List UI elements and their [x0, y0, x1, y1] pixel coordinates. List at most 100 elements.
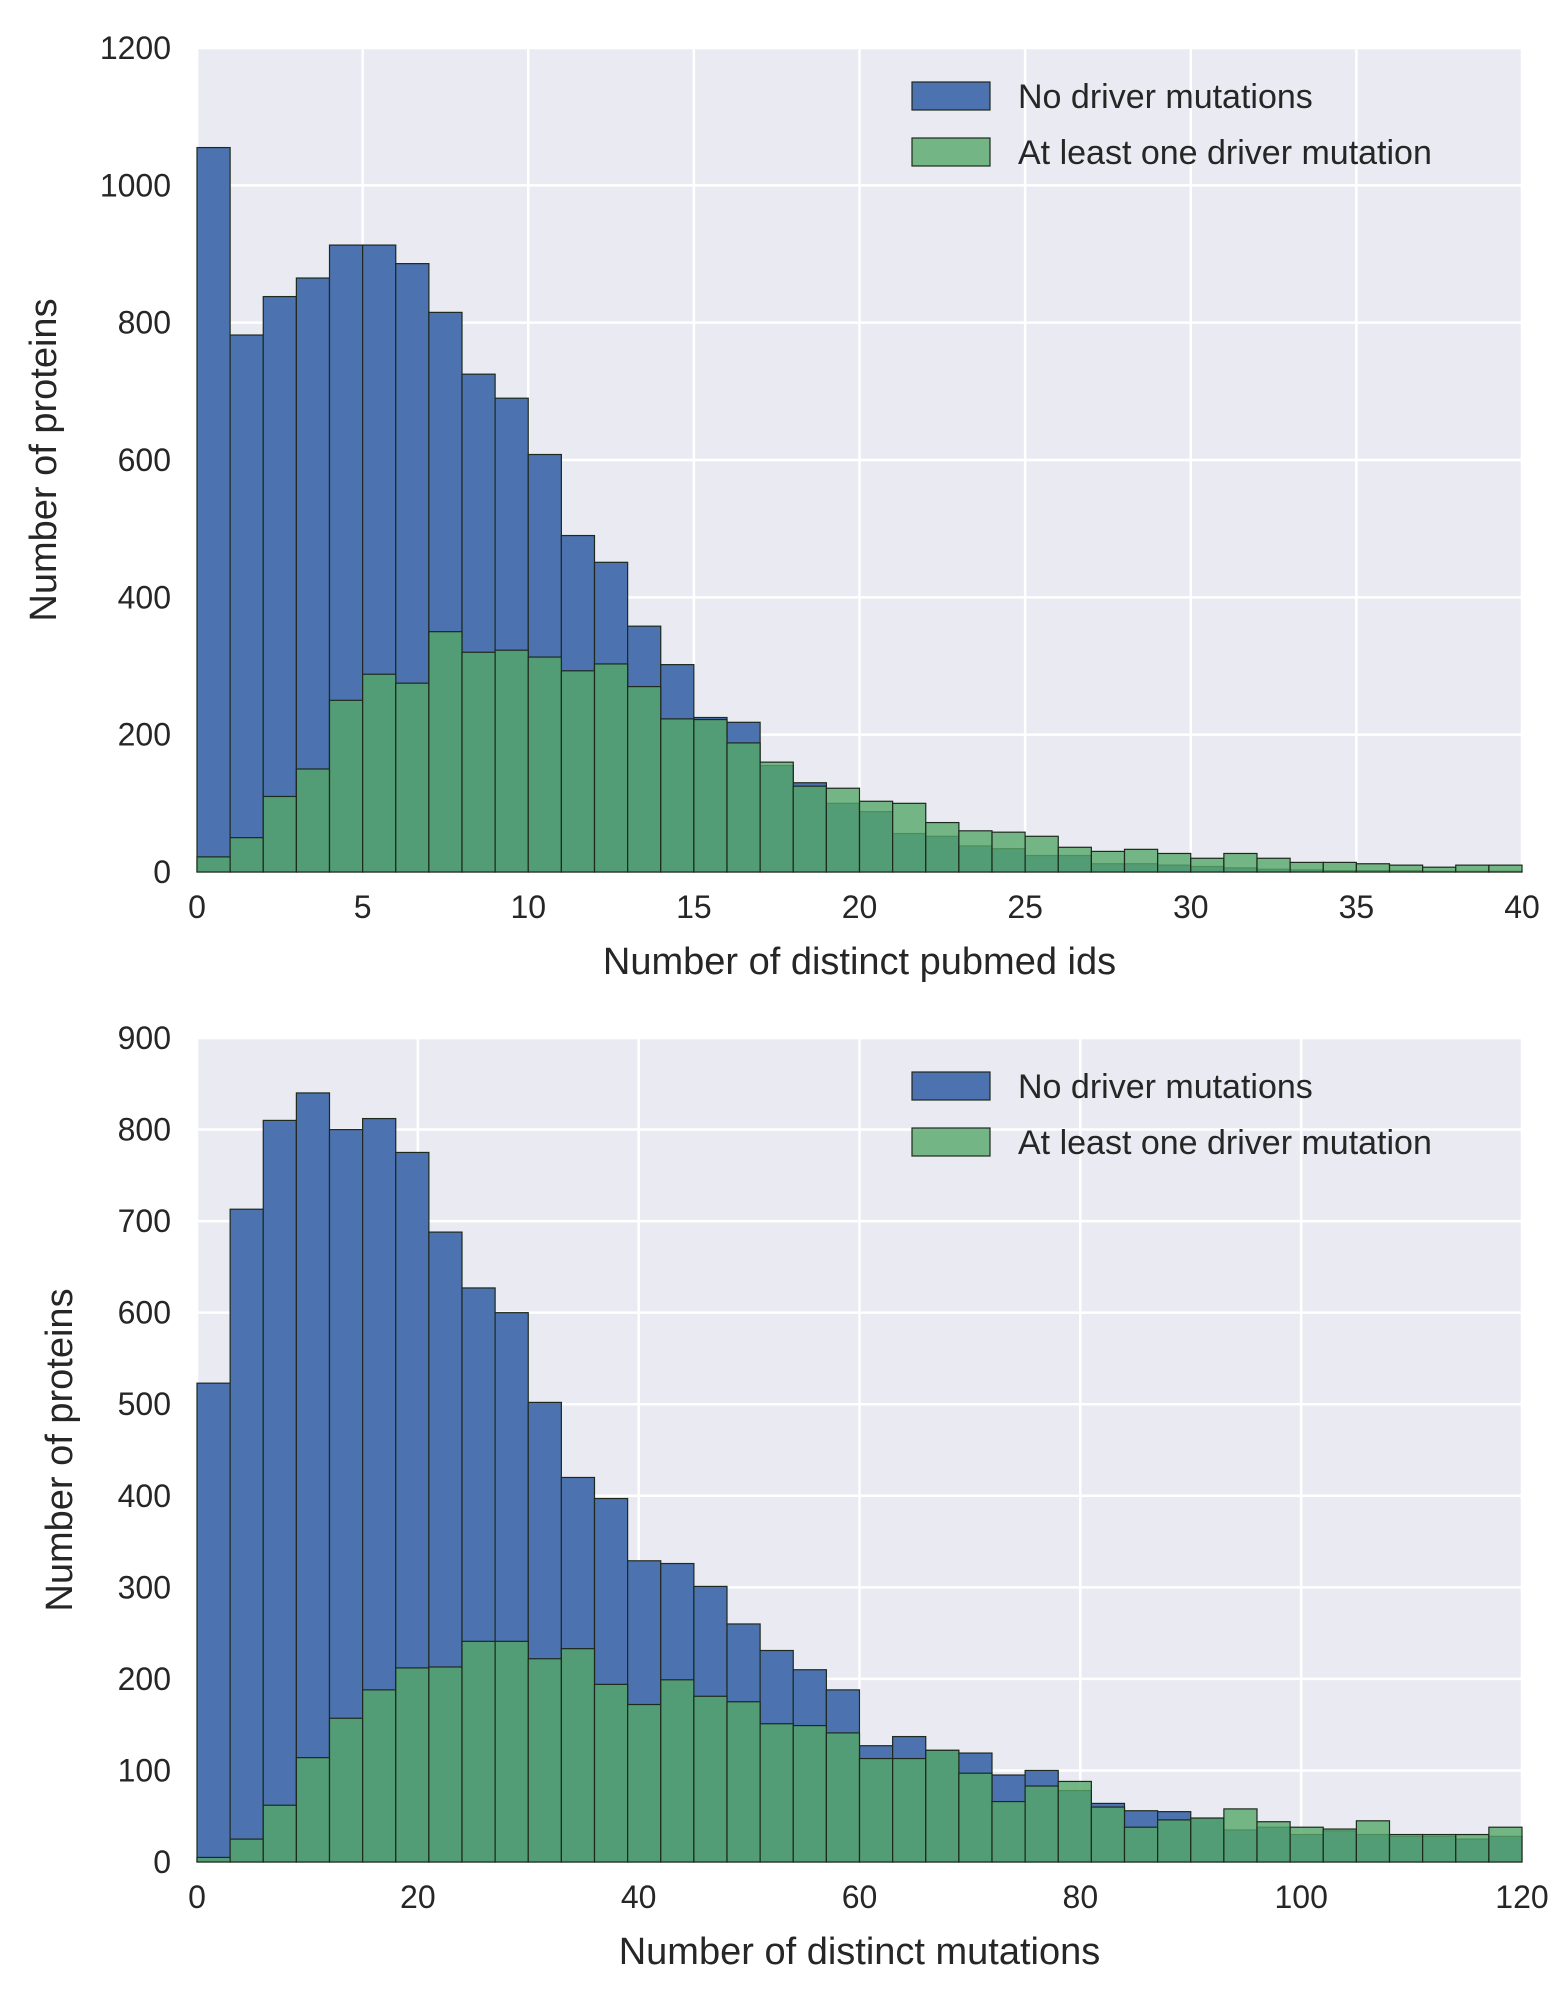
legend-label: No driver mutations: [1018, 78, 1313, 116]
histogram-bar: [262, 795, 297, 873]
histogram-bar: [1157, 1819, 1192, 1863]
x-tick-label: 30: [1173, 889, 1209, 925]
histogram-bar: [759, 1723, 794, 1863]
histogram-bar: [229, 1838, 264, 1863]
histogram-panel-pubmed-ids: 0 200 400 600 800 1000 1200 0 5 10 15 20 25 30 35 40 Num…: [23, 30, 1540, 983]
x-tick-label: 5: [354, 889, 372, 925]
y-tick-label: 200: [118, 1661, 171, 1697]
x-tick-label: 35: [1339, 889, 1375, 925]
histogram-bar: [925, 1749, 960, 1863]
histogram-bar: [693, 718, 728, 873]
histogram-bar: [1355, 1820, 1391, 1863]
y-tick-label: 1200: [100, 30, 171, 66]
histogram-bar: [494, 1640, 529, 1863]
y-axis-label: Number of proteins: [23, 298, 65, 621]
histogram-bar: [958, 1772, 993, 1863]
histogram-bar: [858, 800, 894, 873]
x-tick-label: 20: [842, 889, 878, 925]
histogram-bar: [1190, 1817, 1225, 1863]
x-axis-label: Number of distinct mutations: [619, 1931, 1101, 1973]
legend-label: At least one driver mutation: [1018, 1124, 1432, 1162]
histogram-bar: [1455, 864, 1490, 873]
x-tick-label: 15: [676, 889, 712, 925]
y-tick-label: 300: [118, 1569, 171, 1605]
histogram-panel-distinct-mutations: 0 100 200 300 400 500 600 700 800 900 0 20 40 60 80 100…: [39, 1020, 1549, 1973]
histogram-bar: [1190, 857, 1225, 873]
histogram-bar: [892, 802, 927, 873]
histogram-bar: [792, 1724, 827, 1863]
histogram-bar: [229, 334, 264, 873]
y-tick-label: 0: [153, 854, 171, 890]
histogram-bar: [1388, 1833, 1424, 1863]
y-tick-label: 100: [118, 1752, 171, 1788]
histogram-bar: [1157, 852, 1192, 873]
x-tick-label: 40: [1504, 889, 1540, 925]
histogram-bar: [527, 656, 562, 873]
histogram-bar: [892, 1757, 927, 1863]
x-tick-label: 60: [842, 1879, 878, 1915]
histogram-bar: [295, 1092, 331, 1863]
legend: No driver mutations At least one driver m…: [911, 78, 1432, 172]
histogram-bar: [1488, 1826, 1523, 1863]
histogram-bar: [726, 1701, 761, 1863]
histogram-bar: [428, 631, 463, 873]
y-tick-label: 600: [118, 442, 171, 478]
histogram-bar: [1256, 857, 1291, 873]
histogram-bar: [958, 830, 993, 873]
histogram-bar: [627, 1703, 662, 1863]
x-tick-label: 20: [400, 1879, 436, 1915]
histogram-bar: [1057, 1780, 1092, 1863]
histogram-bar: [461, 1640, 496, 1863]
histogram-bar: [1455, 1833, 1490, 1863]
x-axis-label: Number of distinct pubmed ids: [603, 941, 1116, 983]
x-tick-label: 120: [1495, 1879, 1548, 1915]
histogram-bar: [196, 1856, 231, 1863]
histogram-bar: [395, 682, 430, 873]
series-at-least-one-driver-mutation: [196, 631, 1523, 873]
y-tick-label: 200: [118, 717, 171, 753]
histogram-bar: [1422, 866, 1457, 873]
legend: No driver mutations At least one driver m…: [911, 1068, 1432, 1162]
histogram-bar: [1322, 1828, 1357, 1863]
y-tick-label: 400: [118, 579, 171, 615]
histogram-bar: [1322, 861, 1357, 873]
histogram-bar: [792, 785, 827, 873]
histogram-bar: [593, 663, 629, 873]
histogram-bar: [196, 1382, 231, 1863]
y-tick-label: 800: [118, 1112, 171, 1148]
histogram-bar: [1488, 864, 1523, 873]
histogram-bar: [825, 787, 861, 873]
histogram-bar: [925, 821, 960, 873]
histogram-bar: [1388, 864, 1424, 873]
histogram-bar: [759, 761, 794, 873]
legend-label: At least one driver mutation: [1018, 134, 1432, 172]
histogram-bar: [362, 673, 397, 873]
histogram-bar: [1123, 848, 1159, 873]
legend-swatch: [911, 137, 991, 167]
histogram-bar: [825, 1732, 861, 1863]
histogram-bar: [560, 670, 596, 873]
histogram-bar: [693, 1695, 728, 1863]
histogram-bar: [494, 649, 529, 873]
legend-label: No driver mutations: [1018, 1068, 1313, 1106]
legend-swatch: [911, 81, 991, 111]
histogram-bar: [560, 1648, 596, 1863]
histogram-bar: [328, 1717, 364, 1863]
histogram-bar: [1223, 1808, 1258, 1863]
histogram-bar: [196, 856, 231, 873]
histogram-bar: [1355, 863, 1391, 873]
histogram-bar: [593, 1683, 629, 1863]
histogram-bar: [395, 1667, 430, 1863]
y-tick-label: 900: [118, 1020, 171, 1056]
x-tick-label: 25: [1007, 889, 1043, 925]
histogram-bar: [262, 295, 297, 873]
x-tick-label: 40: [621, 1879, 657, 1915]
histogram-bar: [262, 1119, 297, 1863]
legend-swatch: [911, 1071, 991, 1101]
histogram-bar: [229, 837, 264, 873]
histogram-bar: [1024, 835, 1059, 873]
histogram-bar: [991, 831, 1026, 873]
histogram-bar: [196, 146, 231, 873]
